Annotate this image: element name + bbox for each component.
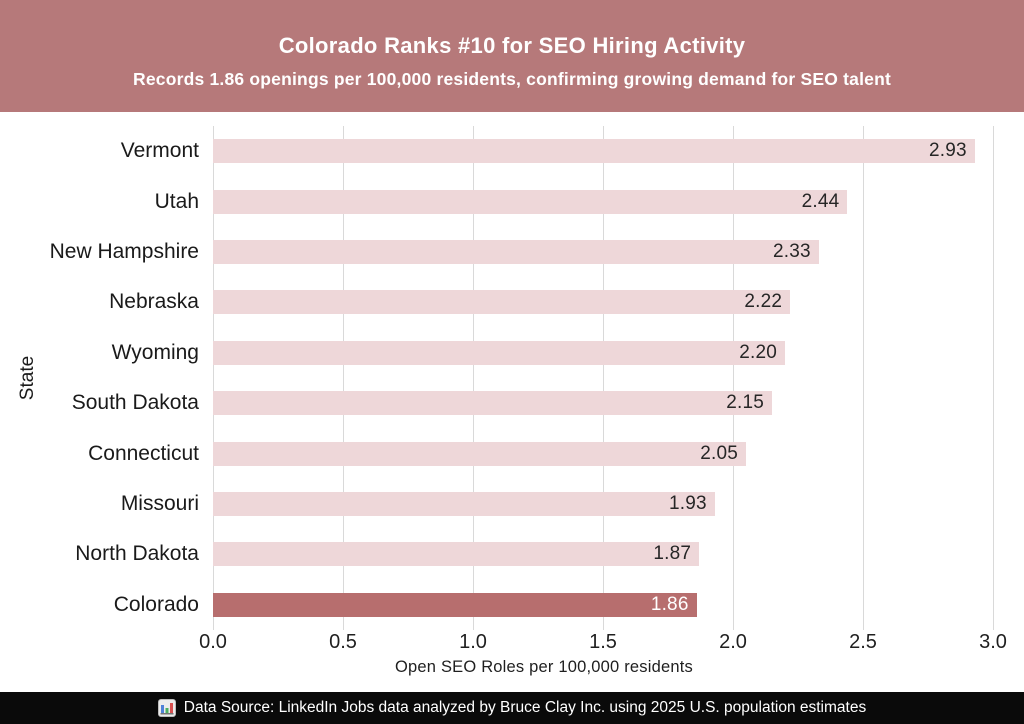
category-label: North Dakota (75, 542, 199, 566)
bar-row: 2.33 (213, 227, 993, 277)
bar-row: 2.44 (213, 176, 993, 226)
bar-highlighted: 1.86 (213, 592, 697, 617)
bar-value-label: 1.87 (653, 543, 692, 565)
bar: 2.44 (213, 189, 848, 214)
category-label: Connecticut (88, 441, 199, 465)
chart-title: Colorado Ranks #10 for SEO Hiring Activi… (278, 33, 746, 58)
category-label: New Hampshire (49, 240, 199, 264)
category-label: South Dakota (71, 391, 199, 415)
bar-row: 1.93 (213, 479, 993, 529)
category-label: Utah (154, 189, 199, 213)
x-tick-label: 0.5 (329, 631, 357, 653)
x-tick-label: 1.0 (459, 631, 487, 653)
bar: 2.22 (213, 290, 791, 315)
bar-value-label: 2.05 (700, 442, 738, 464)
x-tick-label: 1.5 (589, 631, 617, 653)
y-axis-category-labels: Vermont Utah New Hampshire Nebraska Wyoming S… (0, 126, 199, 630)
bar-value-label: 2.44 (801, 190, 840, 212)
plot-area: 2.93 2.44 2.33 2.22 2.20 2.15 2.05 1.93 1.87 1.86 (213, 126, 994, 630)
bar: 1.87 (213, 542, 700, 567)
footer-bar: Data Source: LinkedIn Jobs data analyzed… (0, 692, 1024, 724)
bar-row: 2.20 (213, 328, 993, 378)
bar-value-label: 2.20 (739, 341, 777, 363)
x-tick-label: 2.0 (719, 631, 747, 653)
bar: 2.33 (213, 240, 819, 265)
gridline (342, 126, 344, 630)
bar-value-label: 1.93 (669, 493, 707, 515)
x-axis-tick-labels: 0.0 0.5 1.0 1.5 2.0 2.5 3.0 (199, 630, 1007, 654)
x-tick-label: 2.5 (849, 631, 877, 653)
bar-value-label: 2.15 (726, 392, 764, 414)
header-banner: Colorado Ranks #10 for SEO Hiring Activi… (0, 0, 1024, 112)
bar-row: 1.86 (213, 580, 993, 630)
bar-value-label: 2.33 (773, 241, 811, 263)
bar: 2.20 (213, 340, 785, 365)
gridline (993, 126, 994, 630)
bar-row: 2.22 (213, 277, 993, 327)
category-label: Wyoming (111, 340, 199, 364)
chart-subtitle: Records 1.86 openings per 100,000 reside… (132, 69, 891, 89)
bar-value-label: 2.22 (744, 291, 783, 313)
bar: 2.15 (213, 391, 772, 416)
gridline (472, 126, 474, 630)
bar: 1.93 (213, 492, 715, 517)
bar-row: 2.93 (213, 126, 993, 176)
bar-row: 2.05 (213, 428, 993, 478)
gridline (732, 126, 734, 630)
bar-row: 1.87 (213, 529, 993, 579)
bar-value-label: 1.86 (650, 593, 689, 615)
x-tick-label: 3.0 (979, 631, 1007, 653)
bar-chart-icon (157, 699, 176, 717)
bar-row: 2.15 (213, 378, 993, 428)
bar-rows: 2.93 2.44 2.33 2.22 2.20 2.15 2.05 1.93 1.87 1.86 (213, 126, 993, 630)
bar: 2.05 (213, 441, 746, 466)
bar-value-label: 2.93 (929, 140, 967, 162)
category-label: Nebraska (109, 290, 199, 314)
bar: 2.93 (213, 139, 975, 164)
gridline (603, 126, 604, 630)
footer-text: Data Source: LinkedIn Jobs data analyzed… (183, 699, 867, 716)
x-tick-label: 0.0 (199, 631, 227, 653)
category-label: Colorado (113, 592, 199, 616)
gridline (213, 126, 214, 630)
category-label: Vermont (120, 139, 199, 163)
gridline (863, 126, 864, 630)
category-label: Missouri (120, 492, 199, 516)
x-axis-title: Open SEO Roles per 100,000 residents (395, 658, 693, 676)
